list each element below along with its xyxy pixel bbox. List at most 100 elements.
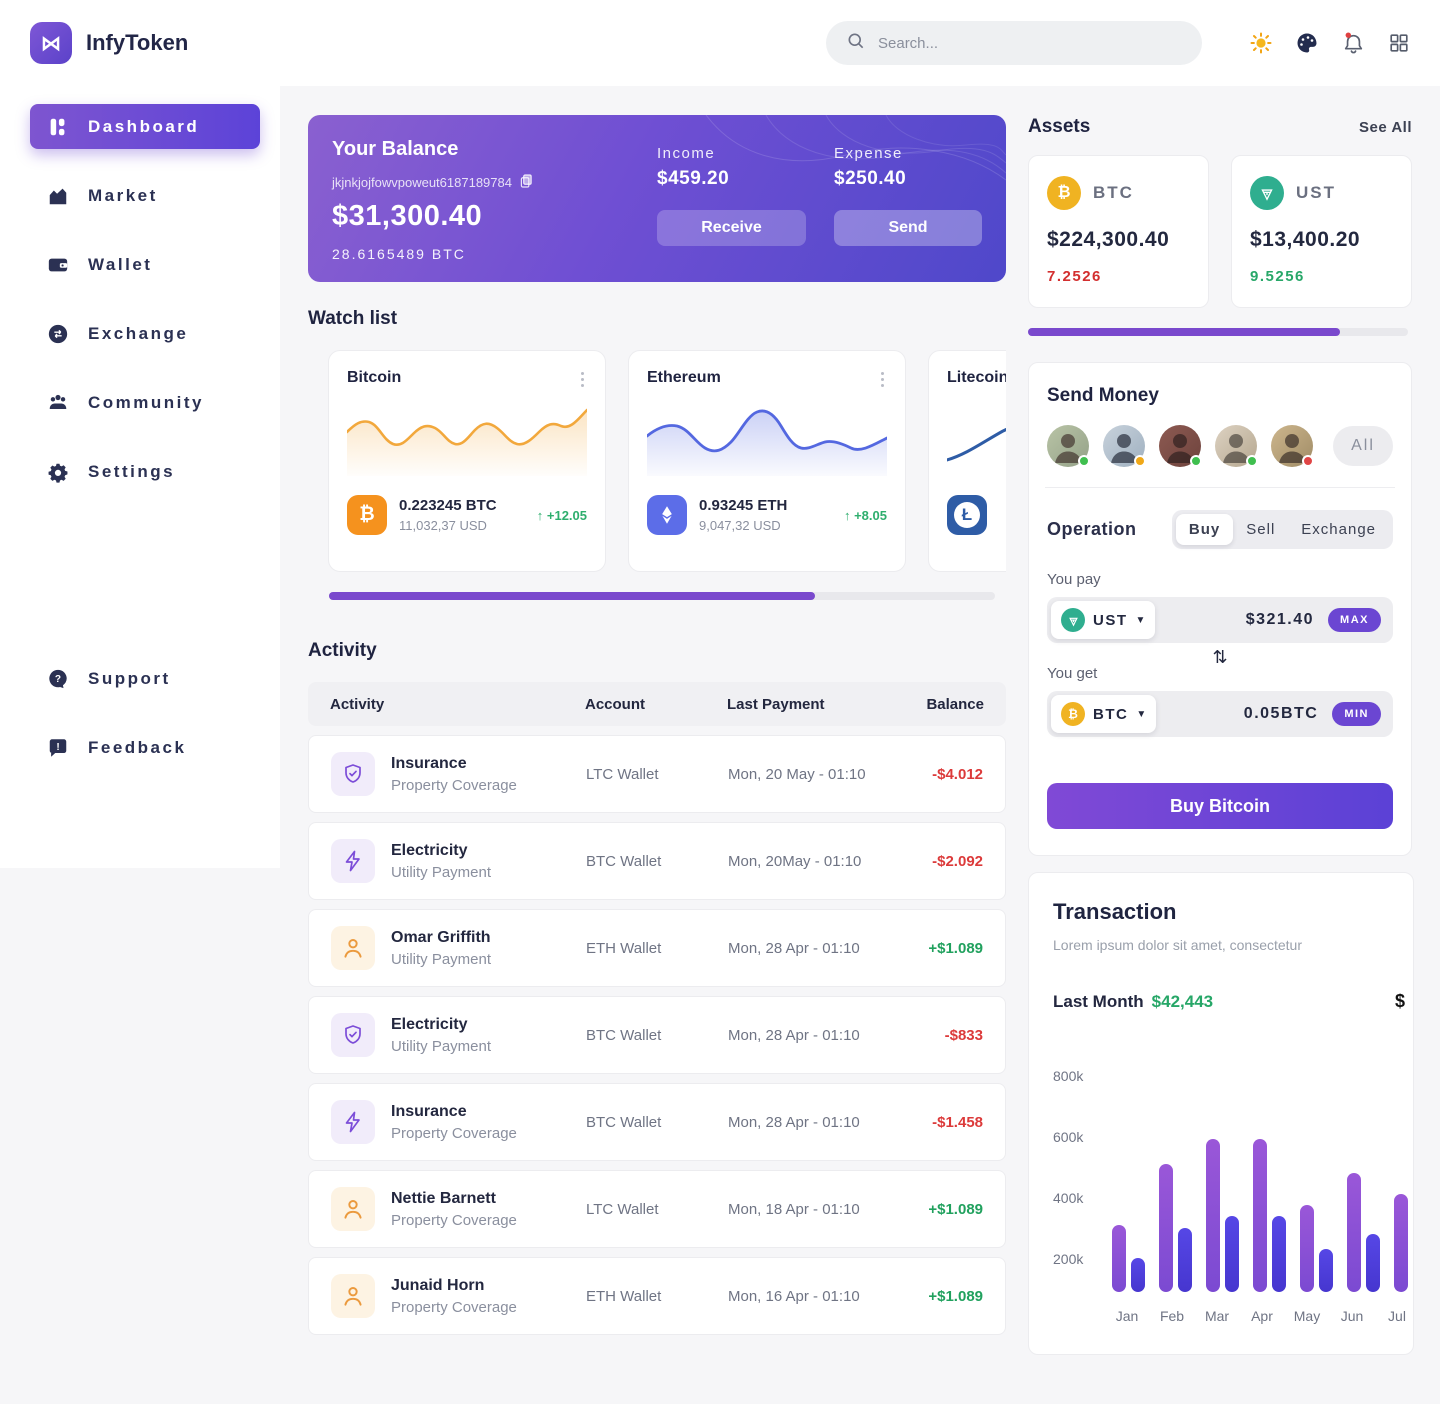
max-button[interactable]: MAX — [1328, 608, 1381, 632]
contact-avatar[interactable] — [1271, 425, 1314, 467]
watchlist-card-bitcoin[interactable]: Bitcoin ₿ 0.223245 BT — [328, 350, 606, 572]
activity-row-balance: -$1.458 — [932, 1113, 983, 1131]
operation-label: Operation — [1047, 519, 1137, 539]
buy-bitcoin-button[interactable]: Buy Bitcoin — [1047, 783, 1393, 829]
coin-amount: 0.223245 BTC — [399, 497, 497, 514]
primary-bar — [1111, 1225, 1126, 1292]
transaction-title: Transaction — [1053, 899, 1177, 924]
watchlist-title: Watch list — [308, 308, 398, 329]
asset-card-ust[interactable]: UST $13,400.20 9.5256 — [1231, 155, 1412, 308]
watchlist-card-litecoin[interactable]: Litecoin Ł — [928, 350, 1006, 572]
contacts-row: All — [1047, 425, 1393, 467]
x-tick-label: Feb — [1159, 1308, 1185, 1324]
see-all-link[interactable]: See All — [1359, 118, 1412, 136]
tab-exchange[interactable]: Exchange — [1288, 514, 1389, 545]
expense-label: Expense — [834, 145, 903, 162]
tab-buy[interactable]: Buy — [1175, 514, 1234, 545]
table-row[interactable]: Omar Griffith Utility Payment ETH Wallet Mo… — [308, 909, 1006, 987]
sidebar-item-feedback[interactable]: ! Feedback — [30, 725, 260, 770]
contact-avatar[interactable] — [1159, 425, 1202, 467]
sidebar-nav: Dashboard Market Wallet Exchange — [30, 104, 260, 770]
activity-row-balance: +$1.089 — [928, 939, 983, 957]
tab-sell[interactable]: Sell — [1233, 514, 1288, 545]
sidebar-item-label: Market — [88, 185, 158, 205]
send-button[interactable]: Send — [834, 210, 982, 246]
secondary-bar — [1318, 1249, 1333, 1292]
you-pay-amount: $321.40 — [1245, 611, 1315, 628]
content: Your Balance jkjnkjojfowvpoweut618718978… — [280, 86, 1440, 1355]
activity-row-account: BTC Wallet — [586, 1026, 662, 1044]
table-row[interactable]: Electricity Utility Payment BTC Wallet Mon,… — [308, 996, 1006, 1074]
more-options-icon[interactable] — [578, 369, 587, 390]
balance-amount-btc: 28.6165489 BTC — [332, 246, 466, 262]
coin-change: ↑ +8.05 — [843, 507, 887, 523]
sidebar-item-dashboard[interactable]: Dashboard — [30, 104, 260, 149]
table-row[interactable]: Insurance Property Coverage BTC Wallet Mon,… — [308, 1083, 1006, 1161]
palette-icon[interactable] — [1294, 30, 1320, 56]
you-get-currency-select[interactable]: ₿ BTC ▼ — [1051, 695, 1157, 733]
x-tick-label: Jul — [1388, 1308, 1406, 1324]
search-input[interactable] — [878, 34, 1182, 52]
activity-row-last-payment: Mon, 28 Apr - 01:10 — [728, 1113, 860, 1131]
bar-group — [1299, 1205, 1333, 1292]
activity-row-last-payment: Mon, 20May - 01:10 — [728, 852, 862, 870]
contact-avatar[interactable] — [1215, 425, 1258, 467]
activity-row-subtitle: Utility Payment — [391, 950, 492, 968]
table-row[interactable]: Insurance Property Coverage LTC Wallet Mon,… — [308, 735, 1006, 813]
app-title: InfyToken — [86, 30, 189, 55]
activity-table-body: Insurance Property Coverage LTC Wallet Mon,… — [308, 735, 1006, 1335]
receive-button[interactable]: Receive — [657, 210, 806, 246]
asset-card-btc[interactable]: ₿ BTC $224,300.40 7.2526 — [1028, 155, 1209, 308]
sidebar-item-community[interactable]: Community — [30, 380, 260, 425]
table-row[interactable]: Nettie Barnett Property Coverage LTC Walle… — [308, 1170, 1006, 1248]
balance-title: Your Balance — [332, 138, 459, 160]
copy-icon[interactable] — [520, 174, 533, 191]
you-pay-currency-select[interactable]: UST ▼ — [1051, 601, 1156, 639]
bitcoin-sparkline-chart — [345, 408, 589, 476]
search-box[interactable] — [826, 21, 1202, 65]
activity-row-balance: -$2.092 — [932, 852, 983, 870]
more-options-icon[interactable] — [878, 369, 887, 390]
table-row[interactable]: Electricity Utility Payment BTC Wallet Mon,… — [308, 822, 1006, 900]
sidebar-item-market[interactable]: Market — [30, 173, 260, 218]
shield-icon — [331, 752, 375, 796]
transaction-bar-chart: 800k 600k 400k 200k — [1053, 1068, 1413, 1292]
bar-group — [1252, 1139, 1286, 1292]
activity-row-last-payment: Mon, 18 Apr - 01:10 — [728, 1200, 860, 1218]
asset-cards: ₿ BTC $224,300.40 7.2526 UST — [1028, 155, 1412, 308]
x-tick-label: Jun — [1340, 1308, 1364, 1324]
min-button[interactable]: MIN — [1332, 702, 1381, 726]
contact-avatar[interactable] — [1103, 425, 1146, 467]
sidebar-item-settings[interactable]: Settings — [30, 449, 260, 494]
activity-row-balance: -$4.012 — [932, 765, 983, 783]
primary-bar — [1299, 1205, 1314, 1292]
swap-vertical-icon[interactable]: ⇅ — [1212, 647, 1228, 667]
bar-group — [1111, 1225, 1145, 1292]
watchlist-card-ethereum[interactable]: Ethereum — [628, 350, 906, 572]
sidebar-item-support[interactable]: ? Support — [30, 656, 260, 701]
sidebar-item-label: Dashboard — [88, 116, 200, 136]
watchlist-scrollbar[interactable] — [329, 592, 995, 600]
table-row[interactable]: Junaid Horn Property Coverage ETH Wallet Mo… — [308, 1257, 1006, 1335]
sidebar-item-wallet[interactable]: Wallet — [30, 242, 260, 287]
activity-row-subtitle: Property Coverage — [391, 1124, 517, 1142]
sidebar-footer: ? Support ! Feedback — [30, 656, 260, 770]
app-logo: ⋈ InfyToken — [26, 22, 260, 64]
activity-section: Activity Activity Account Last Payment B… — [308, 640, 1006, 1335]
last-month-label: Last Month — [1053, 992, 1144, 1011]
search-icon — [846, 31, 866, 56]
primary-bar — [1346, 1173, 1361, 1292]
last-month-value: $42,443 — [1151, 992, 1214, 1011]
wallet-address: jkjnkjojfowvpoweut6187189784 — [332, 175, 512, 190]
apps-grid-icon[interactable] — [1386, 30, 1412, 56]
assets-scrollbar[interactable] — [1028, 328, 1408, 336]
activity-row-balance: +$1.089 — [928, 1200, 983, 1218]
sidebar-item-exchange[interactable]: Exchange — [30, 311, 260, 356]
asset-symbol: BTC — [1093, 183, 1134, 202]
all-contacts-button[interactable]: All — [1333, 426, 1393, 466]
theme-sun-icon[interactable] — [1248, 30, 1274, 56]
contact-avatar[interactable] — [1047, 425, 1090, 467]
you-pay-field: UST ▼ $321.40 MAX — [1047, 597, 1393, 643]
dashboard-icon — [46, 115, 70, 139]
notifications-bell-icon[interactable] — [1340, 30, 1366, 56]
